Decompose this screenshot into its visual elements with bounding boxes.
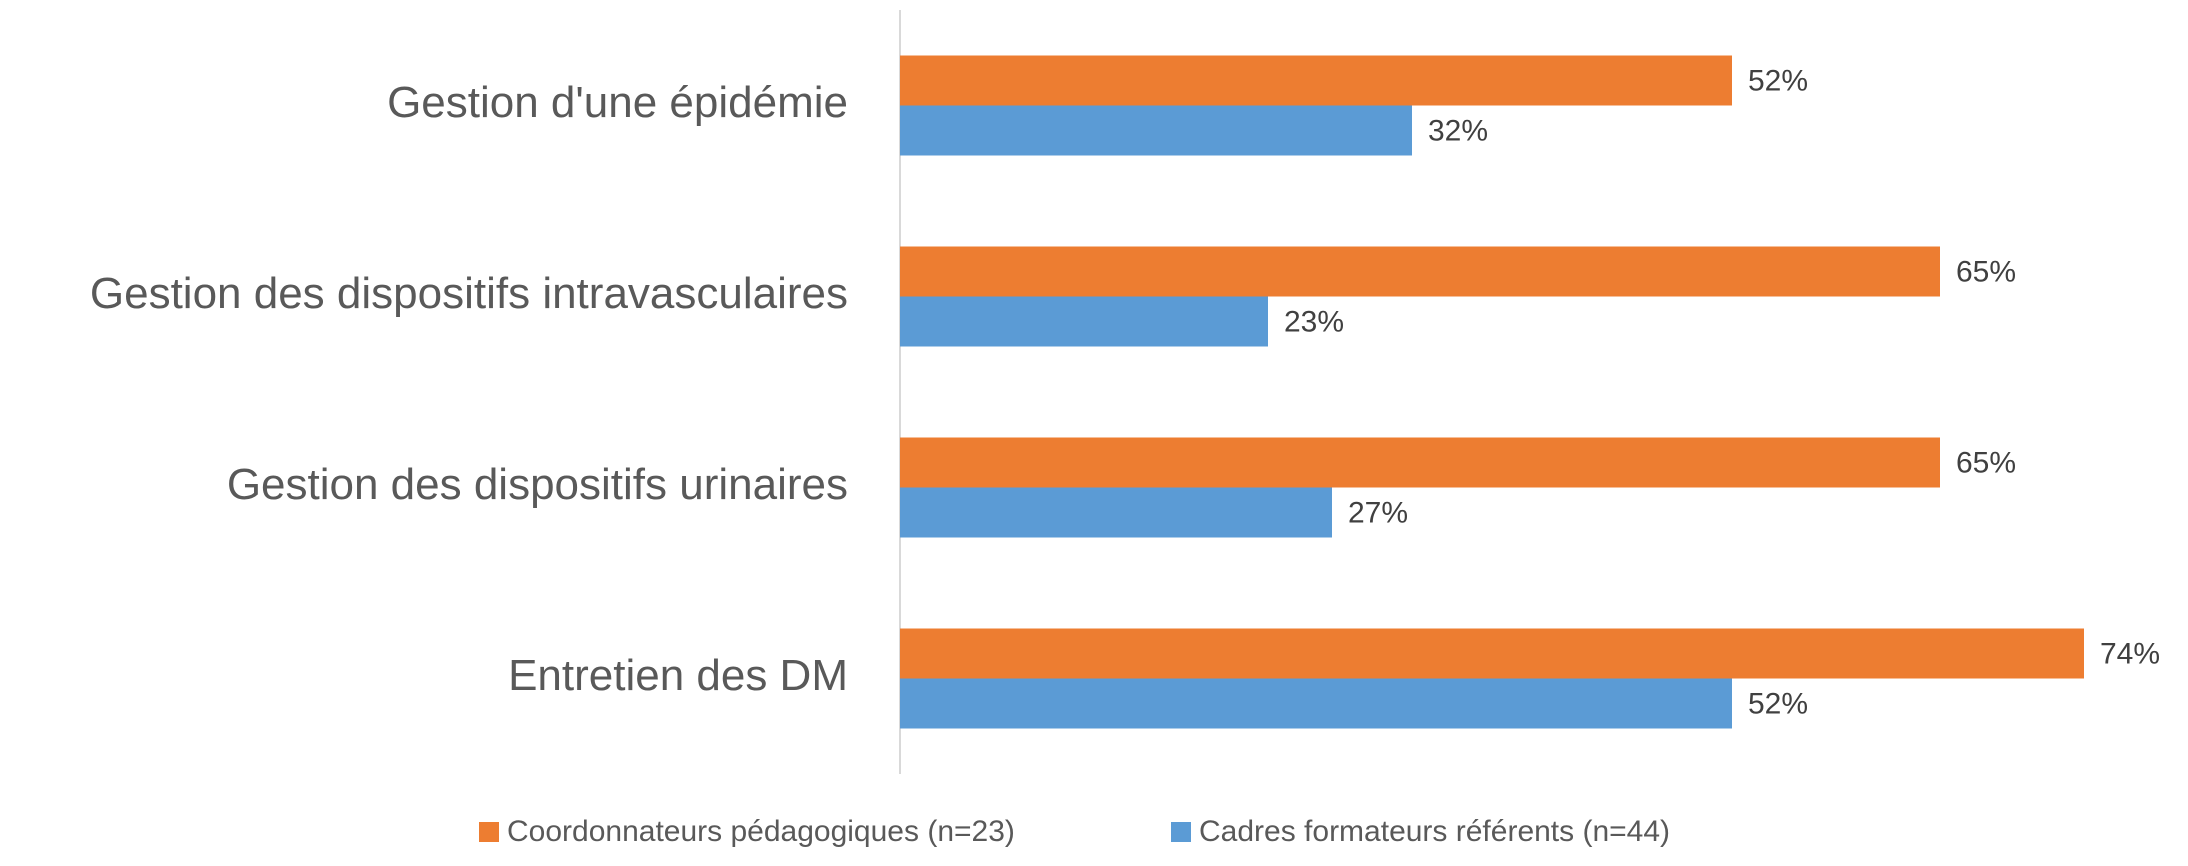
bar [900,678,1732,729]
data-label: 27% [1348,496,1408,529]
category-label: Gestion d'une épidémie [387,78,848,127]
bar [900,487,1332,538]
bar [900,437,1940,488]
legend-swatch [479,822,499,842]
legend-label: Cadres formateurs référents (n=44) [1199,815,1670,848]
data-label: 65% [1956,446,2016,479]
bar [900,296,1268,347]
legend-label: Coordonnateurs pédagogiques (n=23) [507,815,1015,848]
data-label: 65% [1956,255,2016,288]
data-label: 23% [1284,305,1344,338]
category-label: Entretien des DM [508,651,848,700]
data-label: 32% [1428,114,1488,147]
data-label: 52% [1748,687,1808,720]
category-label: Gestion des dispositifs intravasculaires [90,269,848,318]
bar [900,105,1412,156]
legend-swatch [1171,822,1191,842]
data-label: 52% [1748,64,1808,97]
bar [900,628,2084,679]
bar [900,246,1940,297]
category-label: Gestion des dispositifs urinaires [227,460,848,509]
data-label: 74% [2100,637,2160,670]
bar [900,55,1732,106]
